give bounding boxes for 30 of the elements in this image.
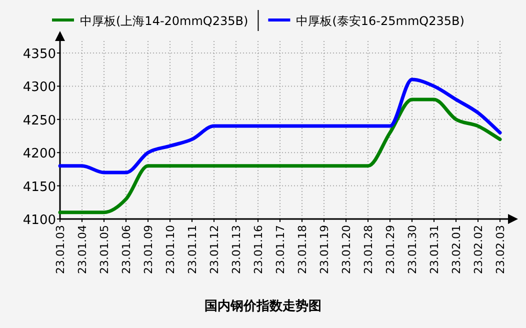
x-tick-label: 23.01.16 <box>252 225 265 274</box>
x-tick-label: 23.01.28 <box>362 225 375 274</box>
y-tick-label: 4300 <box>22 80 56 96</box>
y-tick-label: 4250 <box>22 113 56 128</box>
x-tick-label: 23.01.17 <box>274 225 287 274</box>
x-tick-label: 23.01.13 <box>230 225 243 274</box>
y-tick-label: 4100 <box>22 213 56 228</box>
text: 国内钢价指数走势图 <box>204 298 322 314</box>
legend-label: 中厚板(泰安16-25mmQ235B) <box>296 14 464 28</box>
y-tick-label: 4350 <box>22 47 56 62</box>
x-tick-label: 23.01.20 <box>340 225 353 274</box>
x-tick-label: 23.01.19 <box>318 225 331 274</box>
x-tick-label: 23.02.03 <box>494 225 507 274</box>
x-tick-label: 23.01.12 <box>208 225 221 274</box>
x-tick-label: 23.01.09 <box>142 225 155 274</box>
y-tick-label: 4200 <box>22 146 56 162</box>
legend-label: 中厚板(上海14-20mmQ235B) <box>80 14 248 28</box>
y-tick-label: 4150 <box>22 180 56 195</box>
x-tick-label: 23.01.04 <box>76 225 89 274</box>
x-tick-label: 23.01.05 <box>98 225 111 274</box>
x-tick-label: 23.01.29 <box>384 225 397 274</box>
x-tick-label: 23.01.11 <box>186 225 199 274</box>
x-tick-label: 23.01.10 <box>164 225 177 274</box>
x-tick-label: 23.01.30 <box>406 225 419 274</box>
x-tick-label: 23.02.02 <box>472 225 485 274</box>
x-tick-label: 23.01.31 <box>428 225 441 274</box>
x-tick-label: 23.01.06 <box>120 225 133 274</box>
x-tick-label: 23.02.01 <box>450 225 463 274</box>
x-tick-label: 23.01.18 <box>296 225 309 274</box>
x-tick-label: 23.01.03 <box>54 225 67 274</box>
